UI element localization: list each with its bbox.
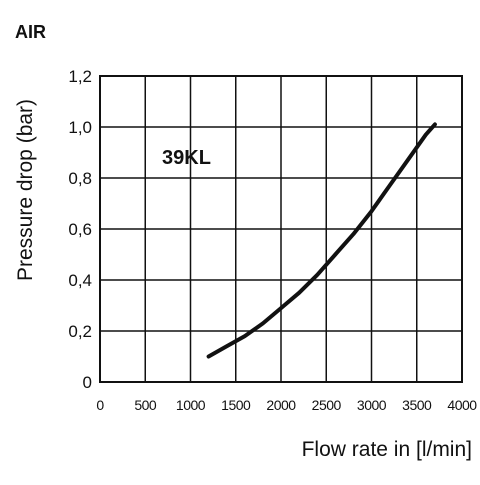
y-tick-label: 0,2 (68, 322, 92, 341)
y-tick-label: 0,4 (68, 271, 92, 290)
y-axis-label: Pressure drop (bar) (14, 99, 37, 281)
series-line-39kl (206, 122, 437, 359)
grid (100, 76, 462, 382)
x-tick-label: 0 (96, 397, 104, 413)
tick-labels: 0 500 1000 1500 2000 2500 3000 3500 4000 0 0,2 0,4 0… (68, 67, 477, 413)
x-tick-label: 1500 (221, 397, 251, 413)
x-tick-label: 1000 (176, 397, 206, 413)
x-tick-label: 3500 (402, 397, 432, 413)
y-tick-label: 1,0 (68, 118, 92, 137)
x-tick-label: 2000 (266, 397, 296, 413)
y-tick-label: 0,8 (68, 169, 92, 188)
y-tick-label: 0,6 (68, 220, 92, 239)
x-tick-label: 3000 (357, 397, 387, 413)
chart-heading: AIR (15, 22, 46, 42)
x-tick-label: 500 (134, 397, 157, 413)
x-axis-label: Flow rate in [l/min] (302, 438, 472, 461)
plot-frame (99, 75, 463, 383)
y-tick-label: 1,2 (68, 67, 92, 86)
y-tick-label: 0 (83, 373, 92, 392)
series-annotation-39kl: 39KL (162, 147, 211, 169)
x-tick-label: 4000 (447, 397, 477, 413)
x-tick-label: 2500 (312, 397, 342, 413)
